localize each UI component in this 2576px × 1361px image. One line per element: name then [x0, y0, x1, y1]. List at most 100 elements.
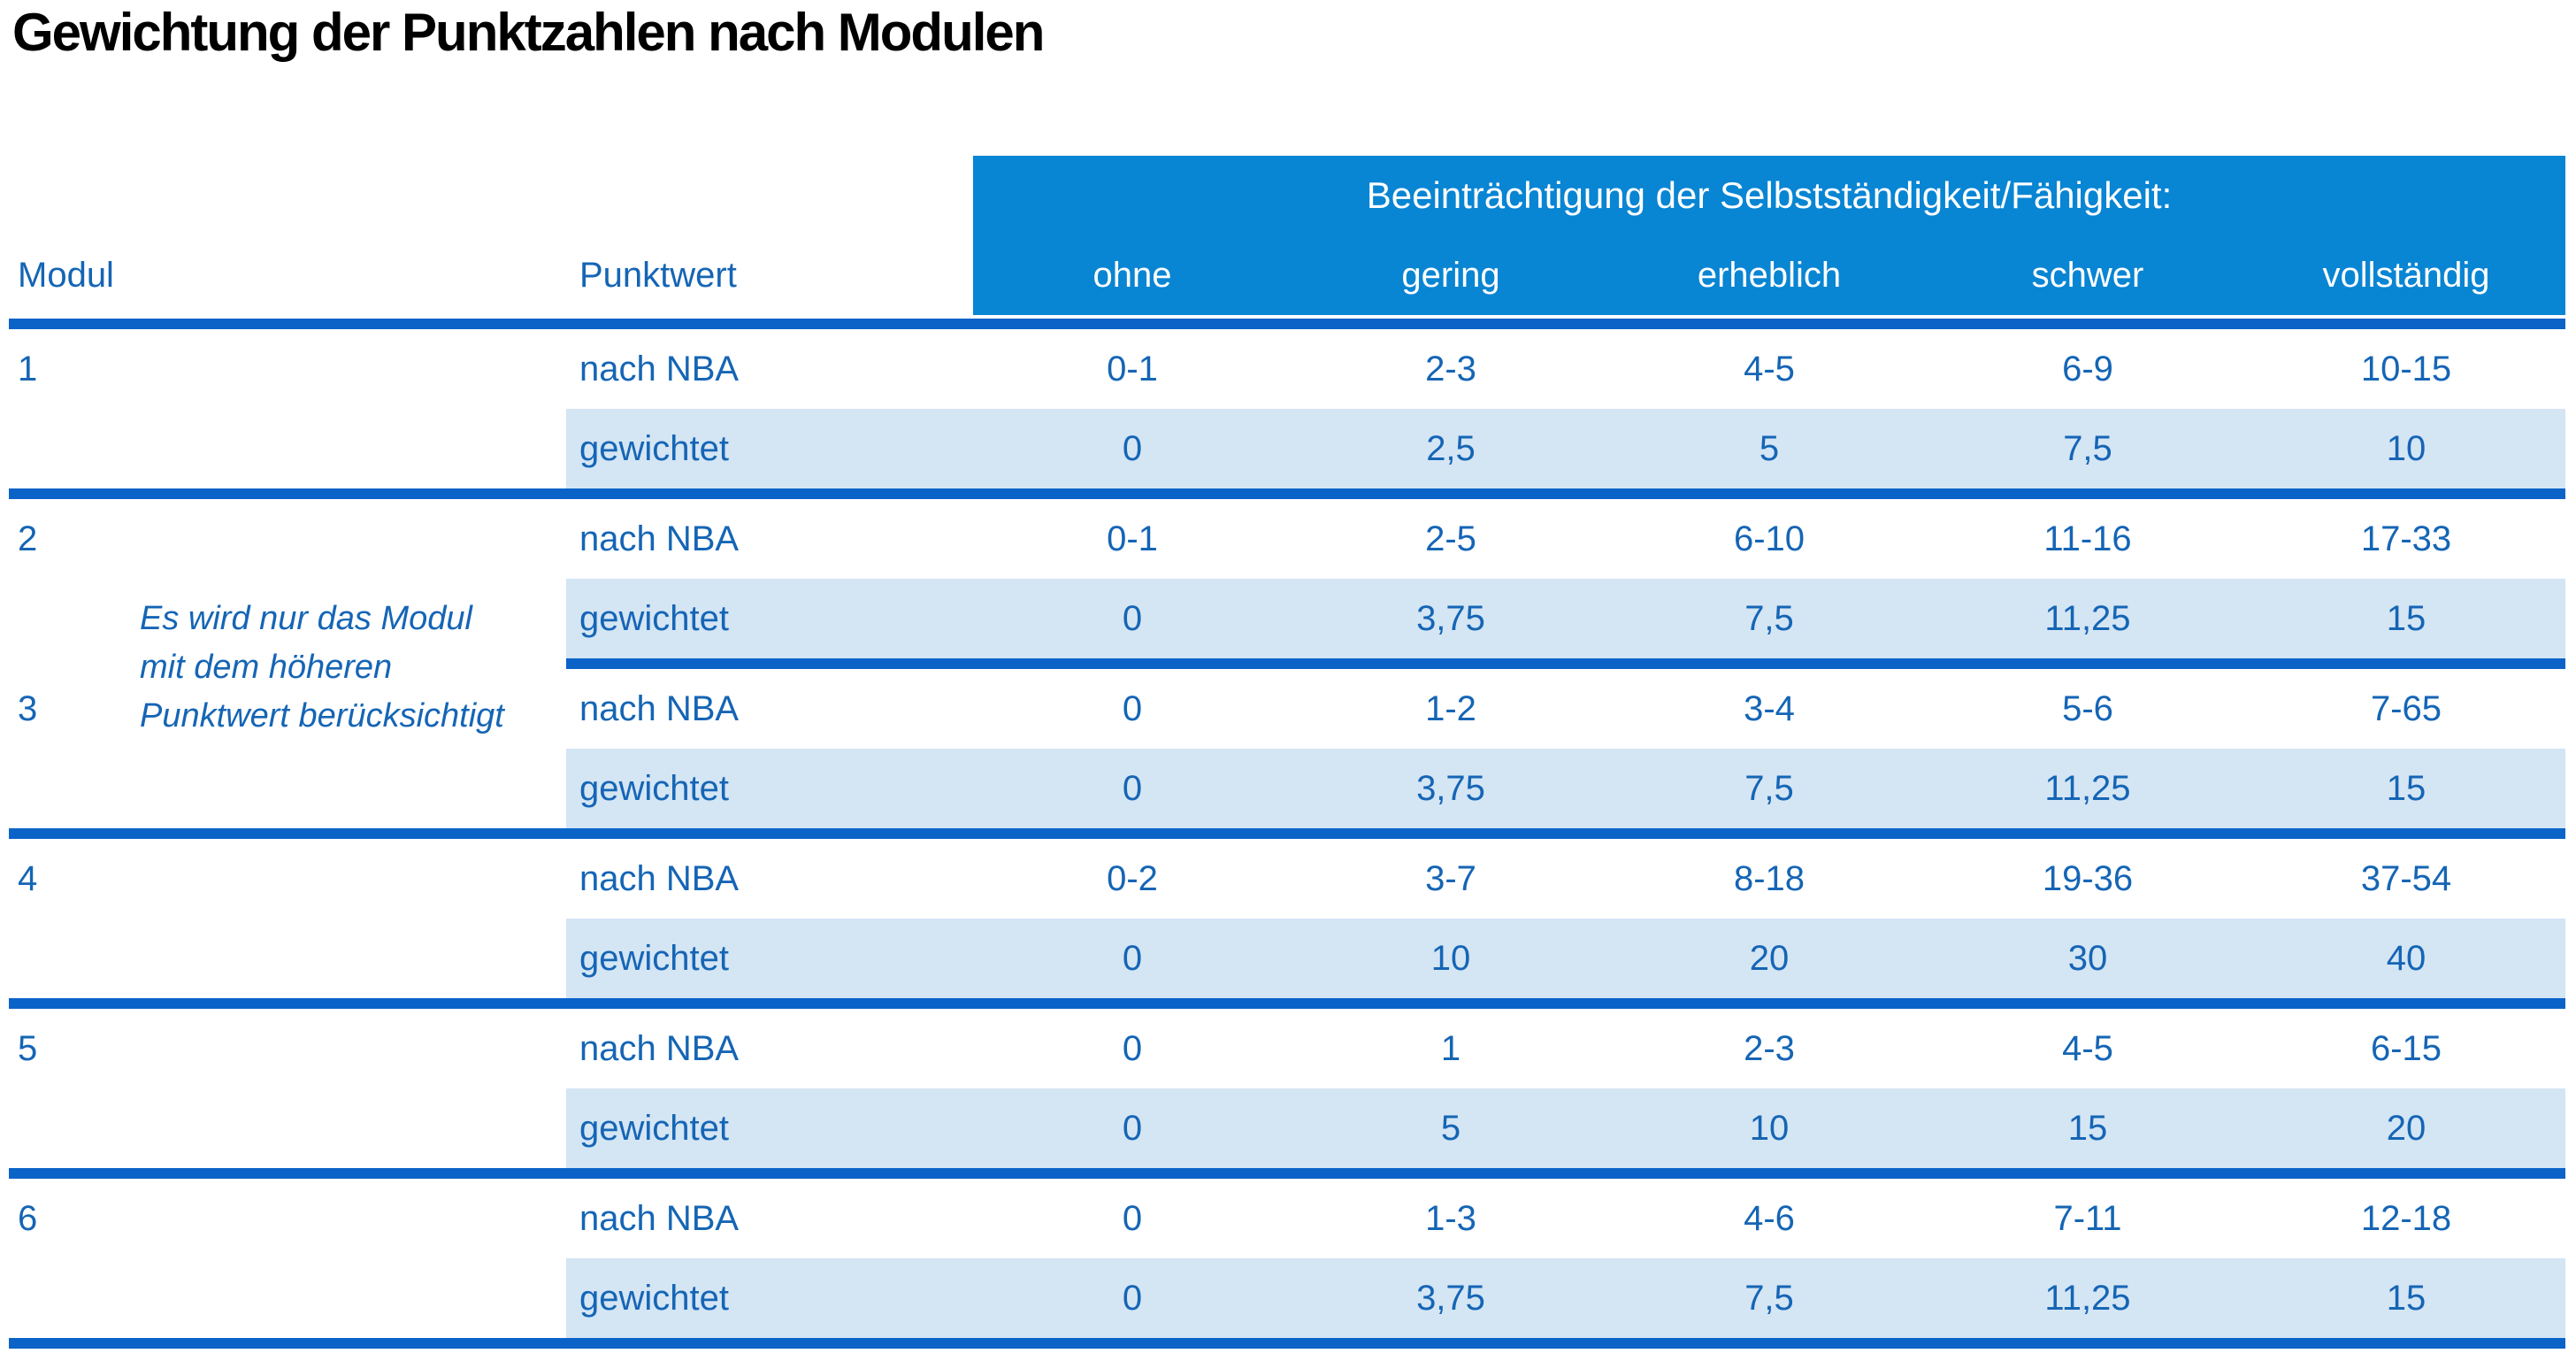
- row-values: gewichtet 0 2,5 5 7,5 10: [566, 409, 2565, 488]
- value-cell: 7-65: [2370, 688, 2442, 728]
- value-cell: 15: [2386, 598, 2426, 638]
- table-row-module-3-weighted: gewichtet 0 3,75 7,5 11,25 15: [9, 749, 2565, 828]
- header-divider: [9, 319, 2565, 329]
- row-values: gewichtet 0 3,75 7,5 11,25 15: [566, 579, 2565, 658]
- module-1-number: 1: [18, 349, 38, 388]
- nba-label: nach NBA: [579, 688, 740, 728]
- value-cell: 40: [2386, 938, 2426, 978]
- value-cell: 7,5: [2063, 428, 2112, 468]
- empty-cell: [9, 749, 566, 828]
- value-cell: 3-4: [1744, 688, 1795, 728]
- value-cell: 0: [1122, 598, 1143, 638]
- column-header-modul: Modul: [18, 255, 114, 295]
- table-row-module-4-nba: 4 nach NBA 0-2 3-7 8-18 19-36 37-54: [9, 839, 2565, 919]
- weighted-label: gewichtet: [579, 1108, 729, 1148]
- row-values: nach NBA 0-1 2-3 4-5 6-9 10-15: [566, 329, 2565, 409]
- weighting-table: Modul Punktwert Beeinträchtigung der Sel…: [9, 156, 2565, 1349]
- table-row-module-6-nba: 6 nach NBA 0 1-3 4-6 7-11 12-18: [9, 1179, 2565, 1258]
- value-cell: 7,5: [1744, 598, 1794, 638]
- value-cell: 3,75: [1416, 1278, 1485, 1318]
- value-cell: 7,5: [1744, 768, 1794, 808]
- value-cell: 11-16: [2043, 519, 2132, 558]
- table-row-module-3-nba: 3 nach NBA 0 1-2 3-4 5-6 7-65: [9, 669, 2565, 749]
- value-cell: 6-9: [2062, 349, 2113, 388]
- module-2-3-group: 2 nach NBA 0-1 2-5 6-10 11-16 17-33 gewi…: [9, 499, 2565, 828]
- row-values: nach NBA 0 1-3 4-6 7-11 12-18: [566, 1179, 2565, 1258]
- note-line: Es wird nur das Modul: [140, 600, 472, 637]
- row-values: gewichtet 0 5 10 15 20: [566, 1088, 2565, 1168]
- empty-cell: [9, 409, 566, 488]
- value-cell: 6-10: [1733, 519, 1806, 558]
- weighted-label: gewichtet: [579, 768, 729, 808]
- value-cell: 20: [1749, 938, 1790, 978]
- module-5-group: 5 nach NBA 0 1 2-3 4-5 6-15 gewichtet 0 …: [9, 1009, 2565, 1168]
- value-cell: 19-36: [2042, 858, 2134, 898]
- module-1-group: 1 nach NBA 0-1 2-3 4-5 6-9 10-15 gewicht…: [9, 329, 2565, 488]
- weighted-label: gewichtet: [579, 428, 729, 468]
- empty-cell: [9, 1258, 566, 1338]
- value-cell: 5-6: [2062, 688, 2113, 728]
- table-row-module-4-weighted: gewichtet 0 10 20 30 40: [9, 919, 2565, 998]
- module-3-number: 3: [18, 688, 38, 728]
- table-row-module-1-nba: 1 nach NBA 0-1 2-3 4-5 6-9 10-15: [9, 329, 2565, 409]
- value-cell: 2-3: [1744, 1028, 1795, 1068]
- page-title: Gewichtung der Punktzahlen nach Modulen: [12, 3, 1045, 62]
- value-cell: 0: [1122, 938, 1143, 978]
- value-cell: 15: [2067, 1108, 2108, 1148]
- value-cell: 4-5: [1744, 349, 1795, 388]
- value-cell: 1-3: [1425, 1198, 1476, 1238]
- value-cell: 4-6: [1744, 1198, 1795, 1238]
- nba-label: nach NBA: [579, 1198, 740, 1238]
- module-divider: [9, 828, 2565, 839]
- value-cell: 7,5: [1744, 1278, 1794, 1318]
- column-header-erheblich: erheblich: [1697, 255, 1842, 295]
- note-line: Punktwert berücksichtigt: [140, 697, 504, 734]
- nba-label: nach NBA: [579, 858, 740, 898]
- weighted-label: gewichtet: [579, 1278, 729, 1318]
- value-cell: 2-5: [1425, 519, 1476, 558]
- module-4-number: 4: [18, 858, 38, 898]
- value-cell: 0-1: [1107, 519, 1158, 558]
- value-cell: 12-18: [2360, 1198, 2452, 1238]
- bottom-border: [9, 1338, 2565, 1349]
- value-cell: 0: [1122, 1198, 1143, 1238]
- value-cell: 15: [2386, 768, 2426, 808]
- impairment-header-title: Beeinträchtigung der Selbstständigkeit/F…: [1366, 174, 2173, 216]
- value-cell: 11,25: [2044, 1278, 2131, 1318]
- module-2-3-divider: [566, 658, 2565, 669]
- value-cell: 17-33: [2360, 519, 2452, 558]
- value-cell: 10: [2386, 428, 2426, 468]
- value-cell: 5: [1759, 428, 1780, 468]
- column-header-gering: gering: [1401, 255, 1500, 295]
- nba-label: nach NBA: [579, 519, 740, 558]
- value-cell: 0-2: [1107, 858, 1158, 898]
- value-cell: 1-2: [1425, 688, 1476, 728]
- value-cell: 2,5: [1426, 428, 1476, 468]
- value-cell: 4-5: [2062, 1028, 2113, 1068]
- value-cell: 1: [1440, 1028, 1461, 1068]
- module-5-number: 5: [18, 1028, 38, 1068]
- value-cell: 3-7: [1425, 858, 1476, 898]
- value-cell: 0: [1122, 1278, 1143, 1318]
- empty-cell: [9, 919, 566, 998]
- row-values: nach NBA 0-2 3-7 8-18 19-36 37-54: [566, 839, 2565, 919]
- row-values: nach NBA 0 1-2 3-4 5-6 7-65: [566, 669, 2565, 749]
- empty-cell: [9, 1088, 566, 1168]
- value-cell: 5: [1440, 1108, 1461, 1148]
- weighted-label: gewichtet: [579, 938, 729, 978]
- row-values: nach NBA 0-1 2-5 6-10 11-16 17-33: [566, 499, 2565, 579]
- table-header: Modul Punktwert Beeinträchtigung der Sel…: [9, 156, 2565, 315]
- module-2-3-note: Es wird nur das Modul mit dem höheren Pu…: [140, 595, 504, 741]
- nba-label: nach NBA: [579, 1028, 740, 1068]
- value-cell: 10-15: [2360, 349, 2452, 388]
- module-4-group: 4 nach NBA 0-2 3-7 8-18 19-36 37-54 gewi…: [9, 839, 2565, 998]
- value-cell: 15: [2386, 1278, 2426, 1318]
- value-cell: 3,75: [1416, 598, 1485, 638]
- severity-column-headers: ohne gering erheblich schwer vollständig: [973, 235, 2565, 315]
- weighted-label: gewichtet: [579, 598, 729, 638]
- impairment-header-block: Beeinträchtigung der Selbstständigkeit/F…: [973, 156, 2565, 315]
- table-header-left: Modul Punktwert: [9, 235, 973, 315]
- module-2-number: 2: [18, 519, 38, 558]
- value-cell: 2-3: [1425, 349, 1476, 388]
